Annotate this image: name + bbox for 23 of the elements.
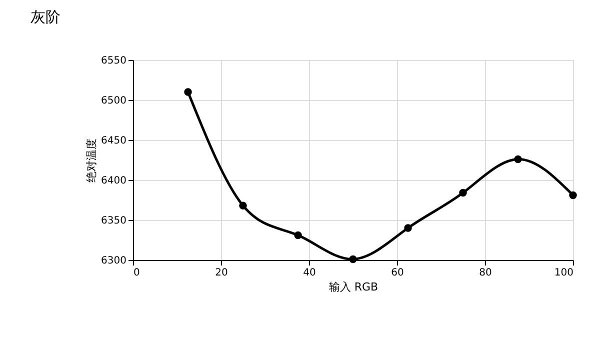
- point: [459, 188, 467, 197]
- x-tick-label: 20: [215, 268, 228, 278]
- y-axis-title: 绝对温度: [85, 138, 98, 182]
- x-tick-label: 0: [134, 268, 140, 278]
- point: [569, 191, 577, 200]
- x-tick-label: 100: [554, 268, 574, 278]
- y-tick-label: 6450: [101, 136, 126, 146]
- y-tick-label: 6350: [101, 216, 126, 226]
- y-tick-label: 6500: [101, 96, 126, 106]
- x-tick-label: 80: [479, 268, 492, 278]
- x-axis-title: 输入 RGB: [328, 280, 378, 294]
- point: [294, 231, 302, 240]
- y-tick-label: 6300: [101, 256, 126, 266]
- y-tick-label: 6400: [101, 176, 126, 186]
- point: [404, 224, 412, 232]
- point: [239, 202, 247, 210]
- point: [184, 88, 192, 96]
- point: [349, 255, 357, 264]
- x-tick-label: 40: [303, 268, 316, 278]
- chart-title: 灰阶: [30, 8, 61, 26]
- point: [514, 155, 522, 164]
- x-tick-label: 60: [391, 268, 404, 278]
- y-tick-label: 6550: [101, 56, 126, 66]
